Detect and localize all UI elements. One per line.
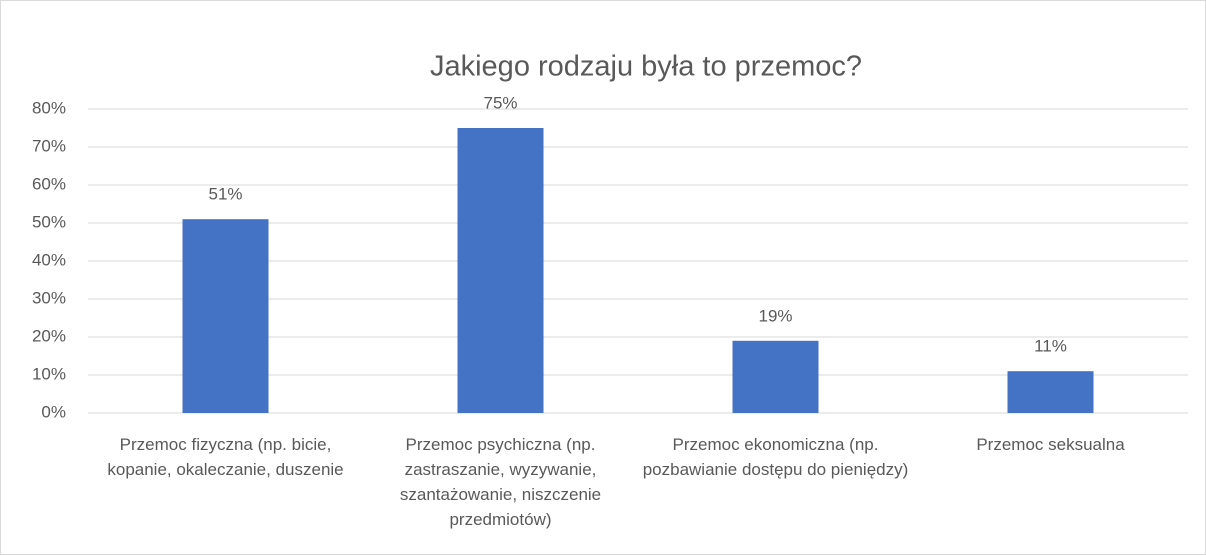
data-label: 11% bbox=[1034, 337, 1067, 356]
y-tick-label: 20% bbox=[32, 326, 66, 345]
bar bbox=[732, 340, 819, 413]
y-tick-label: 50% bbox=[32, 212, 66, 231]
x-tick-label: Przemoc fizyczna (np. bicie, kopanie, ok… bbox=[107, 435, 344, 479]
x-tick-label: Przemoc ekonomiczna (np. pozbawianie dos… bbox=[642, 435, 909, 479]
data-label: 75% bbox=[483, 93, 517, 112]
bar bbox=[457, 128, 544, 413]
y-tick-label: 10% bbox=[32, 364, 66, 383]
x-tick-label: Przemoc psychiczna (np. zastraszanie, wy… bbox=[399, 435, 602, 529]
chart-title: Jakiego rodzaju była to przemoc? bbox=[430, 51, 862, 83]
y-tick-label: 30% bbox=[32, 288, 66, 307]
bar bbox=[182, 219, 269, 413]
y-tick-label: 80% bbox=[32, 98, 66, 117]
bar bbox=[1007, 371, 1094, 413]
y-tick-label: 40% bbox=[32, 250, 66, 269]
y-tick-label: 70% bbox=[32, 136, 66, 155]
y-tick-label: 0% bbox=[41, 402, 66, 421]
y-tick-label: 60% bbox=[32, 174, 66, 193]
data-label: 19% bbox=[758, 306, 792, 325]
x-tick-label: Przemoc seksualna bbox=[976, 435, 1125, 454]
data-label: 51% bbox=[208, 185, 242, 204]
